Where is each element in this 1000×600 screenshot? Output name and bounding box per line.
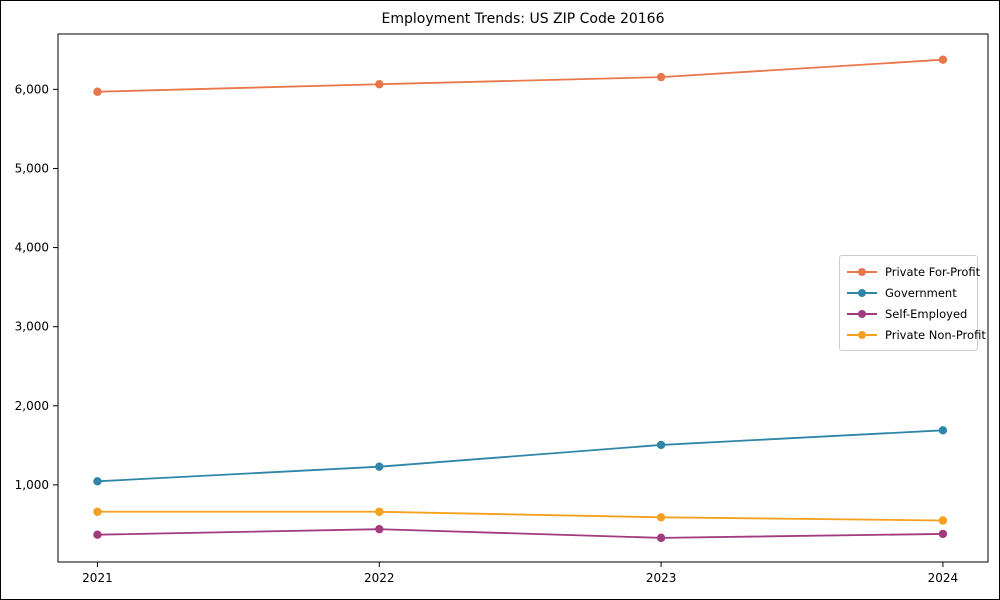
chart-line-private-non-profit xyxy=(97,510,943,522)
x-axis-tick-label: 2021 xyxy=(82,571,113,585)
x-axis-tick-label: 2023 xyxy=(646,571,677,585)
legend: Private For-Profit Government Self-Emplo… xyxy=(839,255,986,351)
y-axis-tick-label: 1,000 xyxy=(15,478,49,492)
chart-point-self-employed xyxy=(93,530,102,539)
chart-point-private-for-profit xyxy=(375,80,384,89)
line-marker-icon xyxy=(847,330,877,340)
legend-item-government: Government xyxy=(847,282,969,303)
line-marker-icon xyxy=(847,288,877,298)
y-axis-tick-label: 2,000 xyxy=(15,399,49,413)
legend-label: Self-Employed xyxy=(885,306,968,321)
chart-point-self-employed xyxy=(375,524,384,534)
chart-line-government xyxy=(97,429,943,483)
plot-border xyxy=(57,33,989,563)
chart-point-government xyxy=(938,426,948,435)
chart-title: Employment Trends: US ZIP Code 20166 xyxy=(381,11,665,27)
chart-point-government xyxy=(93,477,102,486)
chart-point-self-employed xyxy=(938,529,948,539)
legend-item-private-non-profit: Private Non-Profit xyxy=(847,324,986,345)
chart-line-private-for-profit xyxy=(97,58,943,93)
chart-point-private-non-profit xyxy=(93,507,102,516)
x-axis-tick-label: 2022 xyxy=(364,571,395,585)
y-axis-tick-label: 5,000 xyxy=(15,161,49,175)
line-marker-icon xyxy=(847,267,877,277)
chart-point-private-non-profit xyxy=(656,513,666,522)
x-axis-tick-label: 2024 xyxy=(928,571,959,585)
legend-label: Government xyxy=(885,285,957,300)
y-axis-tick-label: 3,000 xyxy=(15,320,49,334)
chart-point-self-employed xyxy=(656,533,666,543)
legend-label: Private Non-Profit xyxy=(885,327,986,342)
y-axis-tick-label: 6,000 xyxy=(15,82,49,96)
line-marker-icon xyxy=(847,309,877,319)
y-axis-tick-label: 4,000 xyxy=(15,241,49,255)
chart-point-private-non-profit xyxy=(375,507,384,516)
chart-point-government xyxy=(656,440,666,450)
legend-label: Private For-Profit xyxy=(885,264,981,279)
chart-point-private-for-profit xyxy=(938,55,948,64)
chart-point-private-for-profit xyxy=(93,87,102,96)
legend-item-private-for-profit: Private For-Profit xyxy=(847,261,980,282)
legend-item-self-employed: Self-Employed xyxy=(847,303,969,324)
chart-line-self-employed xyxy=(97,528,943,539)
chart-point-government xyxy=(375,462,384,471)
chart-point-private-for-profit xyxy=(656,72,666,82)
chart-point-private-non-profit xyxy=(938,516,948,525)
